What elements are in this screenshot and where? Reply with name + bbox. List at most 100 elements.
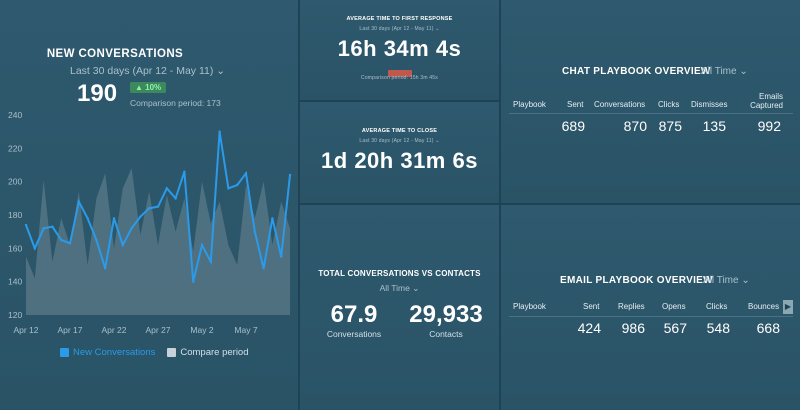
change-badge xyxy=(387,70,412,77)
col-sent: Sent xyxy=(567,100,584,109)
x-tick-label: Apr 22 xyxy=(101,325,126,335)
col-bounces: Bounces xyxy=(748,302,780,311)
contacts-total: 29,933 Contacts xyxy=(400,301,492,339)
data-point[interactable] xyxy=(236,183,239,187)
date-range-label: Last 30 days (Apr 12 - May 11) xyxy=(70,65,214,77)
checkbox-icon xyxy=(167,348,177,357)
data-point[interactable] xyxy=(60,238,63,242)
totals-panel: TOTAL CONVERSATIONS VS CONTACTS All Time… xyxy=(300,205,499,410)
legend-label: New Conversations xyxy=(73,347,156,358)
range-label: All Time xyxy=(703,275,739,286)
data-point[interactable] xyxy=(253,230,256,233)
data-point[interactable] xyxy=(95,238,98,242)
date-range-dropdown[interactable]: Last 30 days (Apr 12 - May 11) ⌄ xyxy=(70,65,225,77)
data-point[interactable] xyxy=(42,227,45,230)
data-point[interactable] xyxy=(24,223,28,227)
x-tick-label: May 7 xyxy=(234,325,257,335)
compare-period-area xyxy=(26,168,290,315)
data-point[interactable] xyxy=(227,187,230,190)
chevron-down-icon: ⌄ xyxy=(216,65,226,77)
data-point[interactable] xyxy=(192,280,195,283)
table-divider xyxy=(509,316,793,317)
chevron-right-icon: ▶ xyxy=(784,302,792,311)
date-range-label: Last 30 days (Apr 12 - May 11) xyxy=(359,26,434,32)
chevron-down-icon: ⌄ xyxy=(739,66,748,77)
cell-sent: 424 xyxy=(577,320,601,336)
cell-emails: 992 xyxy=(757,118,781,134)
cell-dismisses: 135 xyxy=(702,118,726,134)
col-replies: Replies xyxy=(618,302,645,311)
range-label: All Time xyxy=(701,66,737,77)
data-point[interactable] xyxy=(68,242,72,245)
data-point[interactable] xyxy=(218,130,221,133)
data-point[interactable] xyxy=(112,217,116,220)
data-point[interactable] xyxy=(121,243,125,247)
y-tick-label: 120 xyxy=(8,310,22,320)
data-point[interactable] xyxy=(156,205,160,208)
y-tick-label: 140 xyxy=(8,277,22,287)
date-range-dropdown[interactable]: Last 30 days (Apr 12 - May 11) ⌄ xyxy=(300,26,499,32)
data-point[interactable] xyxy=(77,200,81,203)
x-tick-label: Apr 27 xyxy=(145,325,170,335)
legend-new-conversations[interactable]: New Conversations xyxy=(60,347,155,358)
data-point[interactable] xyxy=(183,170,186,173)
x-tick-label: May 2 xyxy=(190,325,213,335)
email-playbook-title: EMAIL PLAYBOOK OVERVIEW xyxy=(560,275,713,286)
email-playbook-panel: EMAIL PLAYBOOK OVERVIEW All Time ⌄ Playb… xyxy=(501,205,800,410)
data-point[interactable] xyxy=(288,173,292,177)
cell-opens: 567 xyxy=(663,320,687,336)
col-emails: Emails Captured xyxy=(750,92,783,110)
new-conversations-value: 190 xyxy=(77,80,118,107)
chevron-down-icon: ⌄ xyxy=(435,138,440,144)
legend-compare-period[interactable]: Compare period xyxy=(167,347,249,358)
x-tick-label: Apr 12 xyxy=(13,325,38,335)
data-point[interactable] xyxy=(165,187,168,190)
data-point[interactable] xyxy=(139,215,142,218)
range-dropdown[interactable]: All Time ⌄ xyxy=(701,66,748,77)
change-badge: ▲ 10% xyxy=(130,82,167,93)
chevron-down-icon: ⌄ xyxy=(435,26,440,32)
new-conversations-title: NEW CONVERSATIONS xyxy=(46,48,184,60)
contacts-label: Contacts xyxy=(429,329,463,339)
y-tick-label: 220 xyxy=(8,143,22,153)
col-conversations: Conversations xyxy=(594,100,646,109)
data-point[interactable] xyxy=(200,243,204,247)
data-point[interactable] xyxy=(244,172,248,175)
time-to-close-panel: AVERAGE TIME TO CLOSE Last 30 days (Apr … xyxy=(300,102,499,203)
totals-title: TOTAL CONVERSATIONS VS CONTACTS xyxy=(318,269,481,278)
cell-bounces: 668 xyxy=(756,320,780,336)
chat-playbook-title: CHAT PLAYBOOK OVERVIEW xyxy=(562,66,711,77)
data-point[interactable] xyxy=(130,227,133,230)
data-point[interactable] xyxy=(174,197,177,200)
chart-legend: New Conversations Compare period xyxy=(60,347,249,358)
data-point[interactable] xyxy=(104,267,107,270)
date-range-dropdown[interactable]: Last 30 days (Apr 12 - May 11) ⌄ xyxy=(300,138,499,144)
data-point[interactable] xyxy=(148,207,151,210)
col-clicks: Clicks xyxy=(658,100,680,109)
data-point[interactable] xyxy=(280,255,283,258)
change-value: 10% xyxy=(145,83,162,92)
data-point[interactable] xyxy=(51,225,54,228)
time-to-close-value: 1d 20h 31m 6s xyxy=(321,148,478,173)
comparison-text: Comparison period: 173 xyxy=(130,98,221,108)
checkbox-icon xyxy=(60,348,69,357)
y-tick-label: 160 xyxy=(8,243,22,253)
data-point[interactable] xyxy=(271,217,274,220)
col-clicks: Clicks xyxy=(706,302,728,311)
y-tick-label: 240 xyxy=(8,110,22,120)
first-response-value: 16h 34m 4s xyxy=(337,36,462,61)
data-point[interactable] xyxy=(262,267,265,270)
data-point[interactable] xyxy=(209,260,212,263)
data-point[interactable] xyxy=(33,247,36,250)
data-point[interactable] xyxy=(86,217,89,220)
range-dropdown[interactable]: All Time ⌄ xyxy=(300,283,499,294)
conversations-total: 67.9 Conversations xyxy=(322,301,386,339)
cell-conversations: 870 xyxy=(623,118,647,134)
y-tick-label: 180 xyxy=(8,210,22,220)
col-sent: Sent xyxy=(583,302,600,311)
arrow-up-icon: ▲ xyxy=(135,83,143,92)
conversations-label: Conversations xyxy=(326,329,382,339)
scroll-right-button[interactable]: ▶ xyxy=(783,300,793,314)
range-dropdown[interactable]: All Time ⌄ xyxy=(703,275,750,286)
cell-replies: 986 xyxy=(621,320,645,336)
